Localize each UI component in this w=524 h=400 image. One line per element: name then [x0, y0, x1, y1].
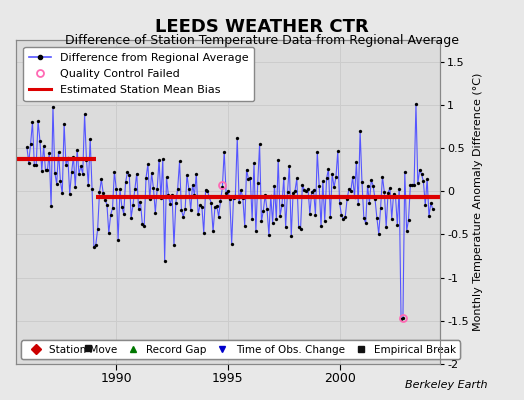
Text: Berkeley Earth: Berkeley Earth: [405, 380, 487, 390]
Y-axis label: Monthly Temperature Anomaly Difference (°C): Monthly Temperature Anomaly Difference (…: [473, 73, 483, 331]
Legend: Station Move, Record Gap, Time of Obs. Change, Empirical Break: Station Move, Record Gap, Time of Obs. C…: [21, 340, 461, 359]
Text: Difference of Station Temperature Data from Regional Average: Difference of Station Temperature Data f…: [65, 34, 459, 47]
Text: LEEDS WEATHER CTR: LEEDS WEATHER CTR: [155, 18, 369, 36]
